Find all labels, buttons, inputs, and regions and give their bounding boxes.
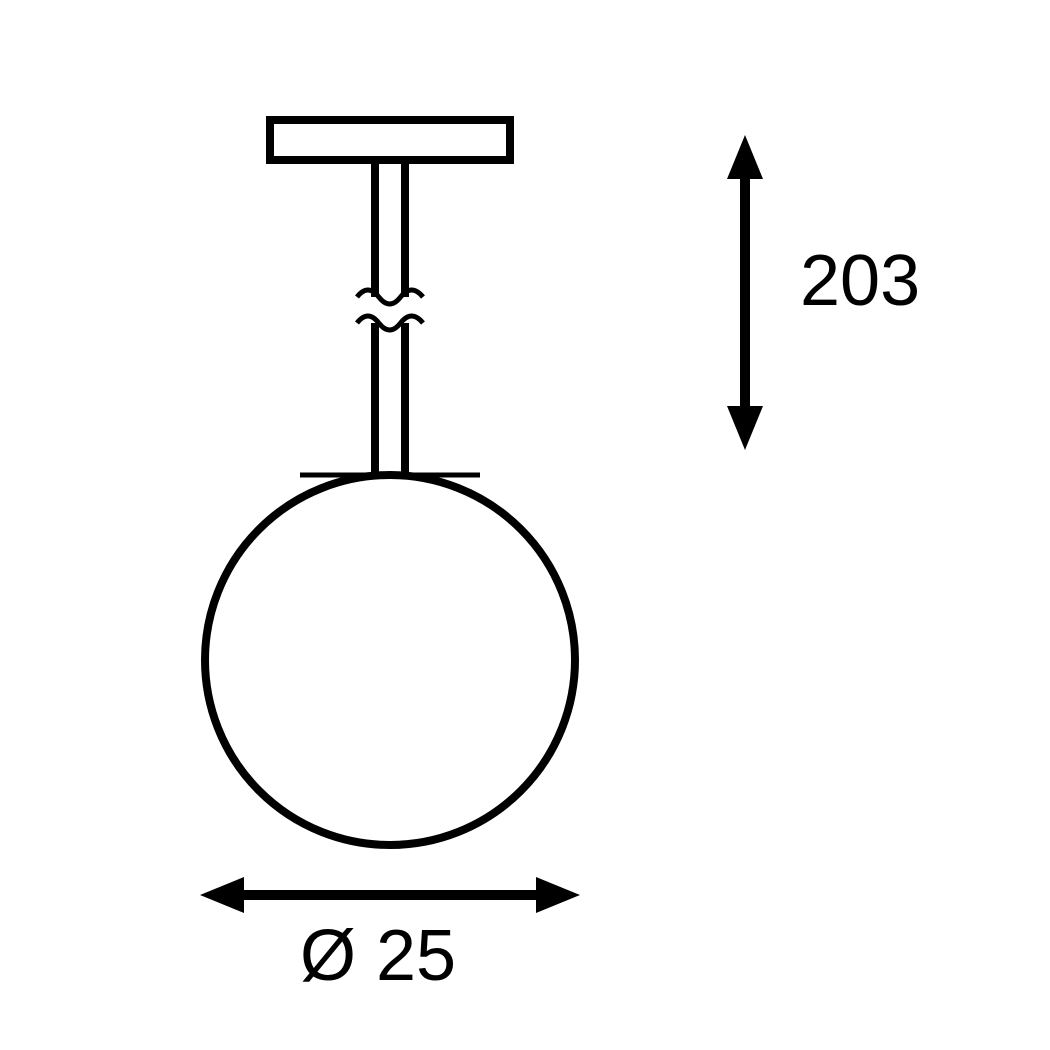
diameter-value: Ø 25 [300,916,456,996]
dimension-diagram: 203 Ø 25 [0,0,1050,1050]
height-value: 203 [800,241,920,321]
